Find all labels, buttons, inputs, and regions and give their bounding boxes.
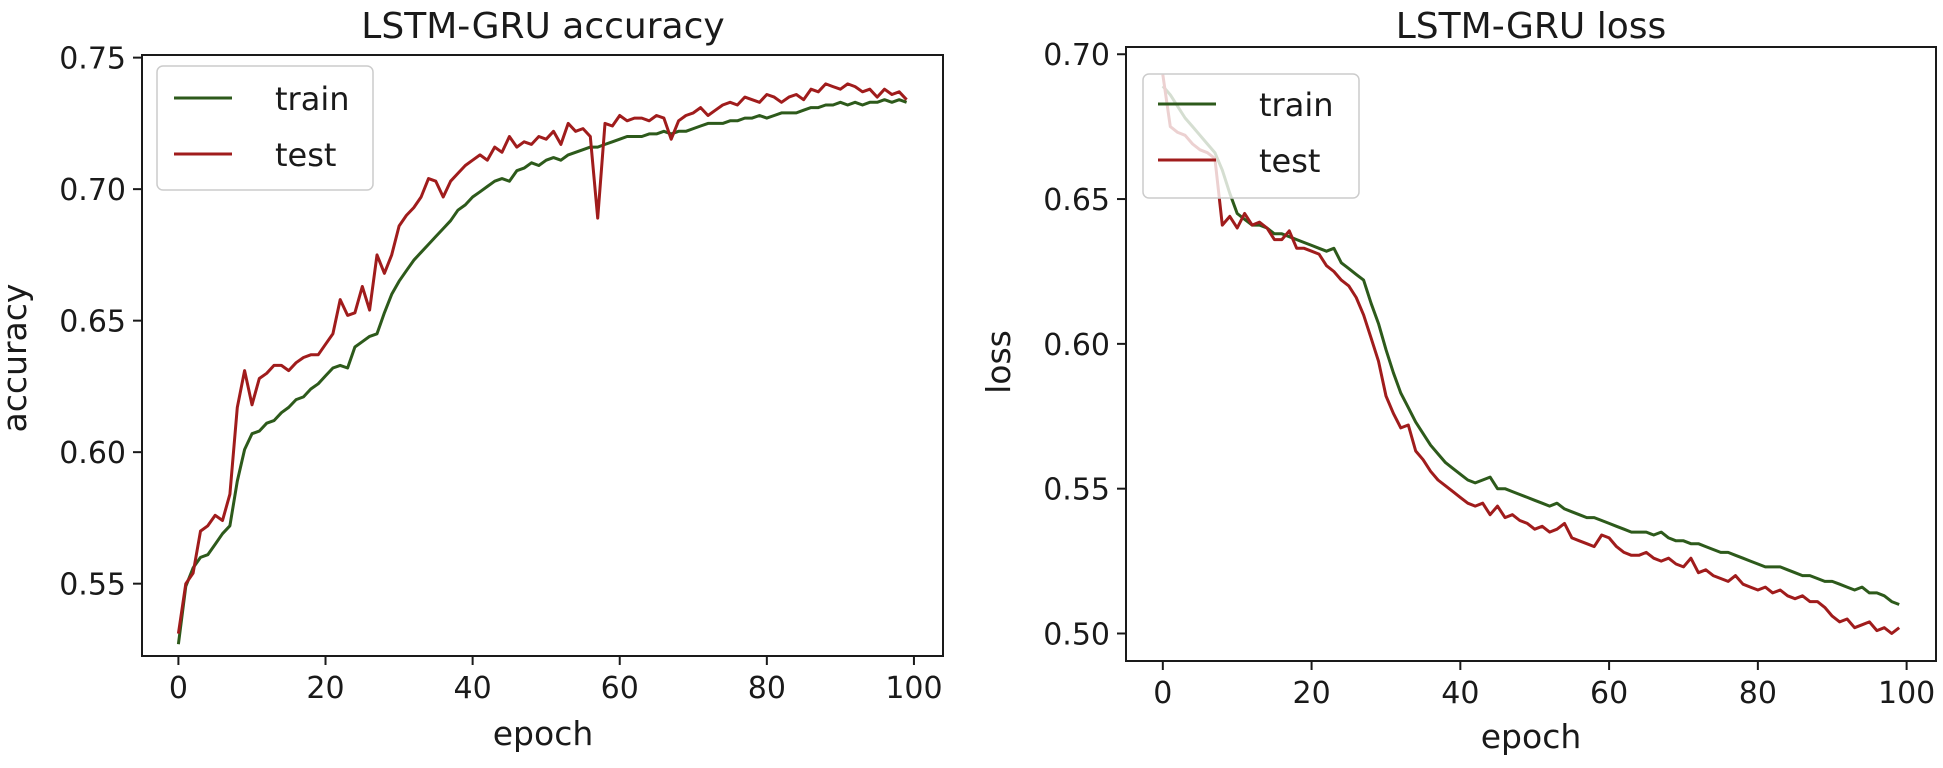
legend-test-label: test (1259, 142, 1320, 180)
y-axis-ticks: 0.55 0.60 0.65 0.70 0.75 (59, 42, 142, 603)
y-tick-label: 0.55 (59, 568, 126, 603)
chart-title: LSTM-GRU loss (1396, 6, 1667, 47)
x-tick-label: 100 (1878, 676, 1935, 711)
series-line-test (1161, 74, 1901, 635)
plot-lines (1161, 74, 1901, 635)
y-tick-label: 0.60 (1043, 328, 1110, 363)
x-tick-label: 100 (885, 671, 942, 706)
y-tick-label: 0.70 (1043, 38, 1110, 73)
legend: train test (156, 65, 374, 191)
x-axis-label: epoch (493, 714, 594, 753)
chart-title: LSTM-GRU accuracy (361, 6, 724, 47)
legend: train test (1142, 73, 1360, 199)
legend-train-label: train (1259, 86, 1333, 124)
y-tick-label: 0.75 (59, 42, 126, 77)
y-tick-label: 0.60 (59, 436, 126, 471)
y-axis-label: accuracy (0, 284, 34, 433)
x-tick-label: 20 (1292, 676, 1330, 711)
x-tick-label: 0 (1153, 676, 1172, 711)
x-tick-label: 60 (1590, 676, 1628, 711)
y-tick-label: 0.65 (59, 305, 126, 340)
x-tick-label: 80 (1739, 676, 1777, 711)
loss-chart: LSTM-GRU loss epoch loss 0 20 40 60 80 100 0.… (979, 6, 1937, 756)
y-tick-label: 0.70 (59, 173, 126, 208)
x-tick-label: 40 (454, 671, 492, 706)
plot-frame (141, 54, 944, 657)
plot-lines (176, 82, 908, 645)
plot-frame (1125, 46, 1937, 662)
x-axis-label: epoch (1481, 717, 1582, 756)
y-tick-label: 0.65 (1043, 183, 1110, 218)
series-line-train (176, 98, 908, 645)
series-line-test (176, 82, 908, 634)
x-tick-label: 80 (748, 671, 786, 706)
y-tick-label: 0.55 (1043, 473, 1110, 508)
x-axis-ticks: 0 20 40 60 80 100 (1153, 661, 1935, 711)
y-axis-label: loss (979, 330, 1018, 394)
x-tick-label: 20 (306, 671, 344, 706)
accuracy-chart: LSTM-GRU accuracy epoch accuracy 0 20 40 60… (0, 6, 944, 753)
legend-train-label: train (275, 80, 349, 118)
legend-test-label: test (275, 136, 336, 174)
y-axis-ticks: 0.50 0.55 0.60 0.65 0.70 (1043, 38, 1126, 652)
x-axis-ticks: 0 20 40 60 80 100 (169, 656, 943, 706)
x-tick-label: 40 (1441, 676, 1479, 711)
x-tick-label: 0 (169, 671, 188, 706)
y-tick-label: 0.50 (1043, 617, 1110, 652)
x-tick-label: 60 (601, 671, 639, 706)
